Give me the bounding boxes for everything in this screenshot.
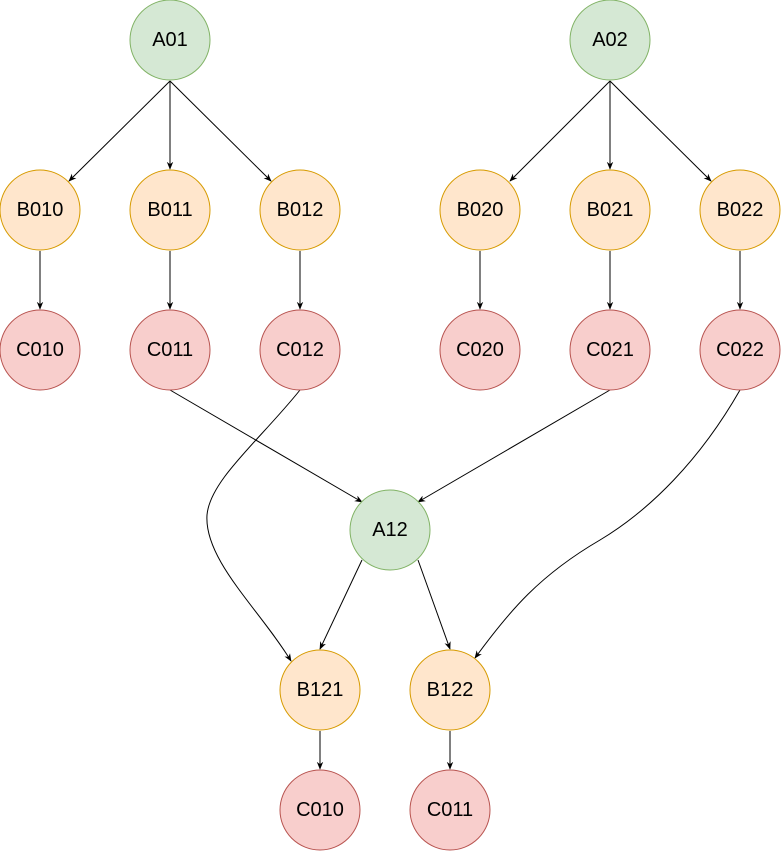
node-b021[interactable]: B021 <box>569 169 651 251</box>
node-b011[interactable]: B011 <box>129 169 211 251</box>
node-label: B020 <box>457 199 504 221</box>
node-label: C020 <box>456 339 504 361</box>
node-b121[interactable]: B121 <box>279 649 361 731</box>
edge-a01-b010 <box>68 80 171 182</box>
node-label: B021 <box>587 199 634 221</box>
edge-a12-b122 <box>417 559 451 650</box>
node-a12[interactable]: A12 <box>349 489 431 571</box>
node-label: B011 <box>147 199 192 221</box>
node-b012[interactable]: B012 <box>259 169 341 251</box>
node-label: B121 <box>297 679 344 701</box>
node-label: A01 <box>152 29 188 51</box>
node-c021[interactable]: C021 <box>569 309 651 391</box>
node-label: B022 <box>717 199 764 221</box>
node-b010[interactable]: B010 <box>0 169 81 251</box>
edge-c011-a12 <box>169 389 363 503</box>
node-c010-bottom[interactable]: C010 <box>279 769 361 851</box>
node-label: C010 <box>16 339 64 361</box>
edge-a02-b022 <box>609 80 712 182</box>
node-label: A02 <box>592 29 628 51</box>
edges <box>36 80 744 770</box>
node-c011-bottom[interactable]: C011 <box>409 769 491 851</box>
node-label: A12 <box>372 519 408 541</box>
node-b020[interactable]: B020 <box>439 169 521 251</box>
edge-c022-b122 <box>474 389 741 659</box>
node-label: B122 <box>427 679 474 701</box>
edge-a12-b121 <box>319 559 363 650</box>
node-label: B012 <box>277 199 324 221</box>
node-c012[interactable]: C012 <box>259 309 341 391</box>
edge-a01-b012 <box>169 80 272 182</box>
node-label: C021 <box>586 339 634 361</box>
node-label: C011 <box>147 339 193 361</box>
node-label: C010 <box>296 799 344 821</box>
edge-a02-b020 <box>509 80 611 182</box>
edge-c012-b121 <box>206 389 301 662</box>
node-b122[interactable]: B122 <box>409 649 491 731</box>
node-c022[interactable]: C022 <box>699 309 781 391</box>
node-b022[interactable]: B022 <box>699 169 781 251</box>
node-label: C012 <box>276 339 324 361</box>
node-c010[interactable]: C010 <box>0 309 81 391</box>
edge-c021-a12 <box>417 389 611 503</box>
node-label: C022 <box>716 339 764 361</box>
node-a02[interactable]: A02 <box>569 0 651 81</box>
node-c020[interactable]: C020 <box>439 309 521 391</box>
node-label: B010 <box>17 199 64 221</box>
node-a01[interactable]: A01 <box>129 0 211 81</box>
node-c011[interactable]: C011 <box>129 309 211 391</box>
node-label: C011 <box>427 799 473 821</box>
